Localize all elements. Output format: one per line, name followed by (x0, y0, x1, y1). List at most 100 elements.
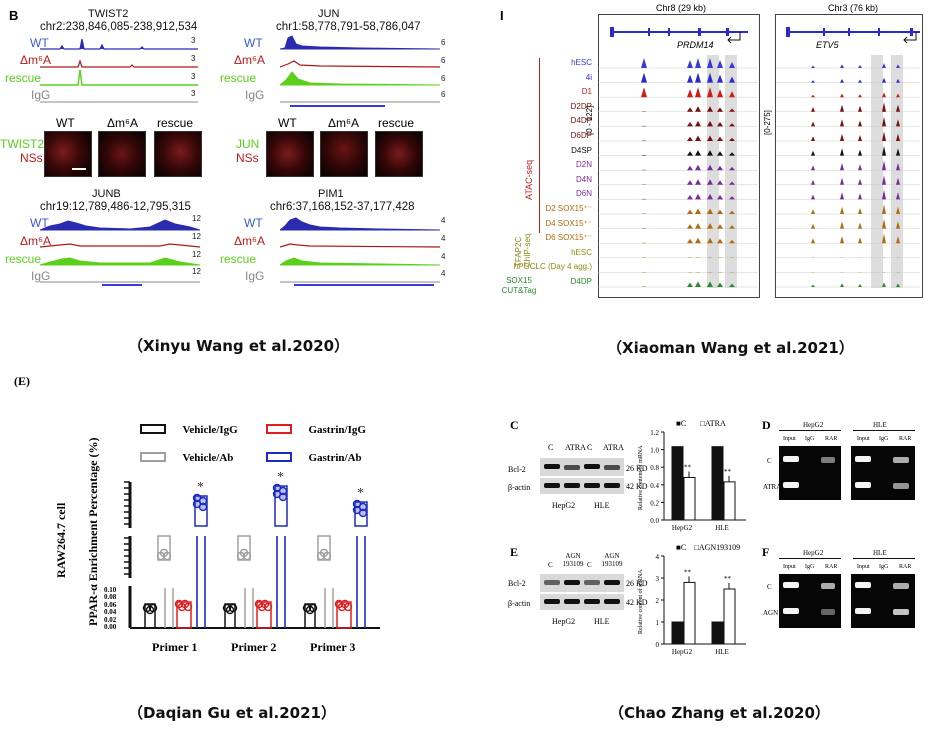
band (564, 599, 580, 604)
caption-top-left: （Xinyu Wang et al.2020） (128, 337, 350, 355)
peak (707, 150, 713, 156)
lane-label: IgG (805, 564, 815, 570)
row-label: C (767, 457, 772, 465)
highlight-region (725, 55, 737, 288)
data-point (162, 551, 172, 561)
caption-bottom-left: （Daqian Gu et al.2021） (128, 704, 336, 722)
lane-label: C (548, 561, 553, 569)
peak (858, 105, 862, 112)
peak (896, 206, 900, 214)
peak (811, 238, 815, 244)
blot-c: C ATRA C ATRA Bcl-2 β-actin 26 KD 42 KD … (508, 430, 648, 530)
band (893, 457, 909, 463)
peak (858, 79, 862, 83)
bar-chart-c: ■C □ATRA Relative content of mRNA 1.2 1.0… (638, 414, 758, 534)
y-tick-label: 0.08 (104, 593, 117, 602)
coord-label: chr6:37,168,152-37,177,428 (270, 201, 415, 213)
peak (882, 282, 886, 287)
gene-name: PIM1 (318, 188, 344, 200)
track-label: D4 SOX15⁺⁻ (545, 218, 592, 228)
panel-letter: (E) (14, 374, 30, 388)
peak (729, 283, 735, 287)
data-point (228, 603, 238, 613)
y-axis-label: PPAR-α Enrichment Percentage (%) (86, 437, 100, 626)
peak (840, 192, 844, 200)
track-label: D1 (581, 87, 592, 97)
atac-tracks (598, 58, 920, 288)
peak (811, 136, 815, 141)
scale: 12 (192, 250, 201, 259)
peak (695, 150, 701, 156)
peak (687, 60, 693, 68)
peak (695, 223, 701, 229)
bracket (853, 558, 915, 559)
row-label: AGN (763, 609, 779, 617)
peak (641, 58, 647, 68)
peak (641, 286, 647, 287)
band (855, 456, 871, 462)
peak (858, 222, 862, 229)
track-label-igg: IgG (245, 88, 265, 102)
bar-gastrin-igg (256, 601, 272, 629)
track-label: hPGCLC (Day 4 agg.) (513, 262, 592, 272)
bar-control (711, 621, 724, 645)
peak (687, 74, 693, 83)
bar-chart-e: ■C □AGN193109 Relative content of mRNA 4… (638, 538, 758, 658)
peak (882, 116, 886, 127)
peak (687, 136, 693, 141)
peak (717, 209, 723, 214)
peak (707, 106, 713, 112)
y-tick-label: 0 (656, 641, 660, 649)
peak (811, 209, 815, 214)
scale: 12 (192, 214, 201, 223)
data-point (148, 603, 158, 613)
track-label-m6a: Δm⁶A (234, 234, 265, 248)
peak (695, 193, 701, 200)
chrom-label: Chr3 (76 kb) (828, 3, 879, 13)
peak (707, 281, 713, 287)
scale-bar (72, 168, 86, 170)
band (604, 599, 620, 604)
lane-label: Input (783, 436, 796, 442)
peak (840, 221, 844, 229)
peak (695, 120, 701, 127)
track-label-rescue: rescue (220, 252, 257, 266)
peak (840, 64, 844, 68)
col-label: WT (278, 116, 297, 130)
peak (882, 146, 886, 156)
caption-bottom-right: （Chao Zhang et al.2020） (609, 704, 830, 722)
band (544, 483, 560, 488)
scale: 3 (191, 72, 196, 81)
peak (729, 108, 735, 112)
peak (687, 180, 693, 185)
peak (882, 92, 886, 98)
legend-label: Vehicle/Ab (182, 452, 234, 464)
scale: 3 (191, 54, 196, 63)
bar-treatment (683, 581, 696, 645)
peak (707, 193, 713, 200)
band (893, 483, 909, 489)
track-label-igg: IgG (31, 269, 51, 283)
band (564, 483, 580, 488)
col-label: Δm⁶A (328, 116, 359, 130)
significance-star: * (357, 486, 364, 501)
bar-vehicle-igg (304, 603, 316, 629)
peak (811, 80, 815, 83)
peak (811, 284, 815, 287)
track-label: D4DP (570, 277, 592, 286)
legend-label: Gastrin/Ab (308, 452, 362, 464)
bar-gastrin-ab (274, 485, 288, 527)
lane-label: RAR (825, 564, 838, 570)
peak (687, 89, 693, 98)
track-label: hESC (571, 58, 592, 67)
track-label: D2DP (570, 101, 592, 111)
primer-label: Primer 2 (231, 640, 277, 654)
legend-label: ■C (676, 543, 687, 552)
peak (840, 283, 844, 287)
peak (707, 87, 713, 98)
gene-models (610, 27, 920, 44)
band (855, 482, 871, 488)
lane-label: RAR (899, 436, 912, 442)
kd-label: 26 KD (626, 464, 648, 473)
peak (695, 72, 701, 83)
